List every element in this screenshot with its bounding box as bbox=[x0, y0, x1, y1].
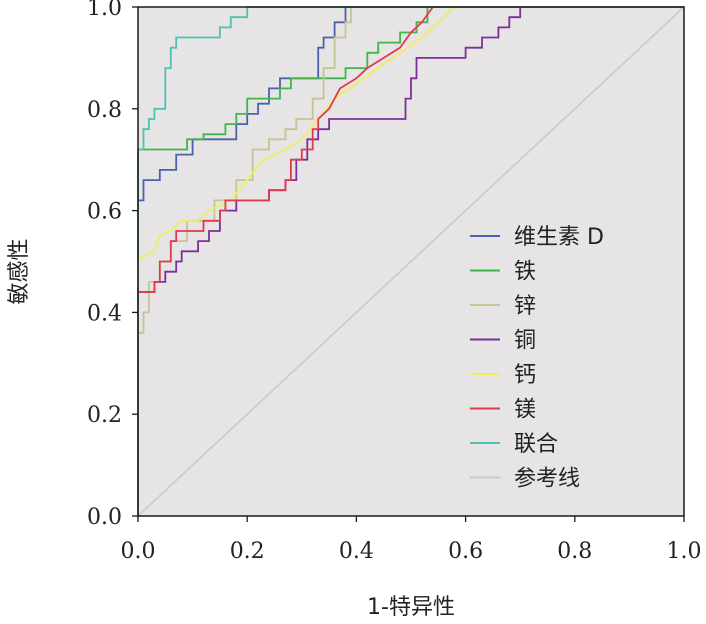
x-axis-title: 1-特异性 bbox=[367, 595, 455, 620]
x-tick-label: 0.2 bbox=[230, 539, 265, 564]
series-line-1 bbox=[137, 6, 684, 516]
legend-label: 铜 bbox=[514, 329, 536, 354]
legend-label: 铁 bbox=[514, 260, 536, 285]
y-tick-label: 0.4 bbox=[87, 301, 122, 326]
legend-label: 参考线 bbox=[514, 467, 580, 492]
x-tick-label: 0.0 bbox=[121, 539, 156, 564]
legend-label: 钙 bbox=[514, 363, 536, 388]
x-tick-label: 0.6 bbox=[448, 539, 483, 564]
ticks-layer: 0.0 0.2 0.4 0.6 0.8 1.0 0.0 0.2 0.4 0.6 0.8 1.0 bbox=[87, 0, 702, 564]
plot-frame bbox=[137, 6, 685, 517]
y-tick-label: 0.8 bbox=[87, 98, 122, 123]
x-tick-label: 1.0 bbox=[667, 539, 702, 564]
x-tick-label: 0.4 bbox=[339, 539, 374, 564]
series-layer bbox=[137, 6, 685, 517]
series-line-5 bbox=[137, 6, 684, 516]
y-axis-title: 敏感性 bbox=[7, 238, 32, 304]
x-tick-label: 0.8 bbox=[557, 539, 592, 564]
series-line-6 bbox=[137, 6, 684, 516]
y-tick-label: 1.0 bbox=[87, 0, 122, 21]
legend-label: 锌 bbox=[514, 294, 536, 319]
y-tick-label: 0.6 bbox=[87, 200, 122, 225]
series-line-7 bbox=[137, 6, 685, 517]
legend-label: 镁 bbox=[514, 398, 536, 423]
y-tick-label: 0.0 bbox=[87, 505, 122, 530]
legend-label: 联合 bbox=[514, 432, 558, 457]
legend-label: 维生素 D bbox=[514, 225, 604, 250]
y-tick-label: 0.2 bbox=[87, 403, 122, 428]
series-line-0 bbox=[137, 6, 684, 516]
series-line-4 bbox=[137, 6, 684, 516]
